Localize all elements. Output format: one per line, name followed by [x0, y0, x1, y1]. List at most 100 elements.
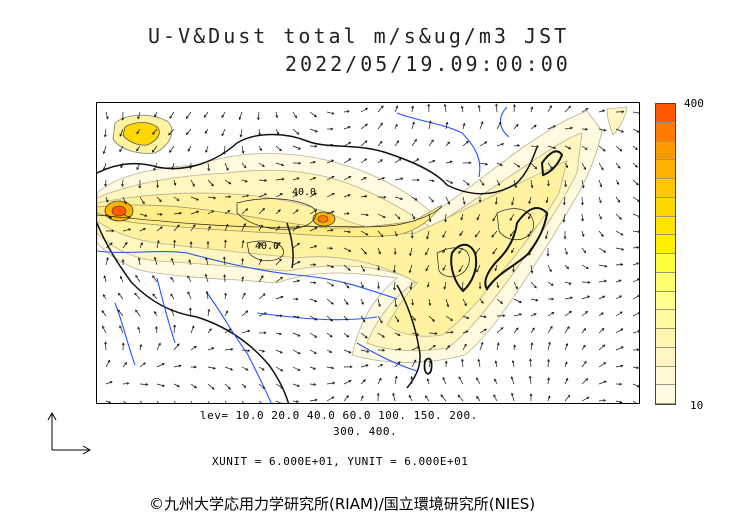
wind-arrow: [581, 179, 584, 188]
wind-arrow-head: [497, 183, 501, 187]
wind-arrow-head: [585, 311, 589, 314]
wind-arrow-head: [460, 105, 464, 109]
wind-arrow: [598, 179, 602, 187]
wind-arrow-head: [474, 251, 478, 255]
wind-arrow-head: [411, 105, 415, 109]
wind-arrow-head: [192, 224, 196, 228]
wind-arrow: [122, 242, 128, 249]
wind-arrow-head: [127, 215, 131, 219]
wind-arrow: [139, 196, 145, 204]
wind-arrow-head: [280, 385, 284, 389]
wind-arrow-head: [408, 270, 412, 274]
wind-arrow: [377, 159, 383, 164]
wind-arrow-head: [440, 394, 444, 398]
wind-arrow-head: [348, 141, 352, 145]
wind-arrow: [187, 275, 192, 283]
wind-arrow: [564, 361, 568, 368]
wind-arrow: [492, 247, 498, 255]
wind-arrow-head: [431, 179, 435, 183]
wind-arrow-head: [260, 224, 263, 228]
wind-arrow: [530, 264, 533, 273]
wind-arrow: [581, 247, 586, 253]
wind-arrow-head: [619, 216, 622, 220]
wind-arrow-head: [442, 376, 446, 380]
wind-arrow-head: [314, 209, 318, 212]
wind-arrow-head: [348, 158, 352, 161]
wind-arrow-head: [213, 196, 217, 200]
wind-arrow: [564, 281, 572, 285]
wind-arrow-head: [241, 276, 245, 280]
colorbar-segment: [656, 216, 675, 236]
wind-arrow: [241, 240, 244, 249]
wind-arrow: [241, 383, 246, 388]
wind-arrow: [564, 297, 573, 300]
wind-arrow: [275, 383, 283, 389]
wind-arrow-head: [205, 290, 209, 294]
wind-arrow-head: [442, 234, 445, 238]
wind-arrow: [615, 365, 623, 368]
wind-arrow: [598, 230, 604, 237]
wind-arrow: [394, 213, 401, 220]
wind-arrow-head: [296, 315, 300, 319]
wind-arrow: [139, 400, 143, 403]
wind-arrow: [309, 383, 316, 386]
wind-arrow: [326, 332, 333, 338]
wind-arrow-head: [109, 381, 113, 384]
wind-arrow-head: [515, 286, 518, 290]
wind-arrow-head: [530, 270, 534, 274]
wind-arrow: [258, 312, 267, 317]
wind-arrow-head: [568, 105, 572, 109]
wind-arrow-head: [205, 257, 208, 261]
wind-arrow-head: [176, 343, 180, 347]
wind-arrow-head: [346, 212, 350, 215]
wind-arrow-head: [532, 327, 535, 331]
wind-arrow-head: [498, 121, 502, 125]
wind-arrow-head: [602, 148, 606, 152]
wind-arrow-head: [313, 176, 317, 180]
wind-arrow: [377, 247, 381, 255]
wind-arrow: [309, 128, 318, 133]
wind-arrow-head: [544, 218, 548, 222]
wind-arrow: [224, 274, 226, 283]
wind-arrow-head: [297, 261, 301, 264]
wind-arrow-head: [416, 158, 420, 162]
wind-arrow-head: [207, 168, 211, 172]
wind-arrow: [491, 230, 498, 238]
wind-arrow-head: [619, 148, 623, 152]
wind-arrow-head: [111, 229, 115, 233]
wind-arrow-head: [377, 286, 380, 290]
wind-arrow: [292, 225, 299, 232]
wind-arrow-head: [225, 310, 229, 314]
wind-arrow: [511, 196, 515, 205]
wind-arrow-head: [432, 344, 436, 348]
wind-arrow-head: [480, 121, 484, 125]
wind-arrow: [104, 275, 107, 283]
wind-arrow-head: [528, 216, 531, 220]
wind-arrow-head: [346, 285, 350, 289]
colorbar-segment: [656, 347, 675, 367]
wind-arrow: [511, 247, 515, 253]
wind-arrow: [309, 281, 316, 284]
wind-arrow-head: [562, 219, 566, 223]
wind-arrow-head: [297, 333, 301, 337]
wind-arrow-head: [466, 316, 470, 320]
wind-arrow-head: [169, 115, 173, 119]
wind-arrow-head: [347, 194, 351, 197]
wind-arrow-head: [598, 200, 602, 204]
wind-arrow: [442, 377, 447, 385]
wind-arrow-head: [185, 132, 189, 136]
wind-arrow-head: [565, 343, 569, 347]
wind-arrow: [326, 192, 335, 198]
wind-arrow: [581, 213, 584, 221]
wind-arrow-head: [416, 178, 420, 182]
wind-arrow-head: [281, 163, 285, 167]
wind-arrow-head: [447, 345, 451, 348]
wind-arrow: [394, 230, 398, 237]
taiwan-outline: [423, 357, 433, 375]
wind-arrow: [122, 382, 129, 385]
wind-arrow-head: [586, 266, 589, 269]
wind-arrow: [394, 281, 396, 290]
wind-arrow-head: [426, 236, 429, 240]
wind-arrow-head: [225, 167, 229, 171]
wind-arrow-head: [519, 313, 523, 316]
